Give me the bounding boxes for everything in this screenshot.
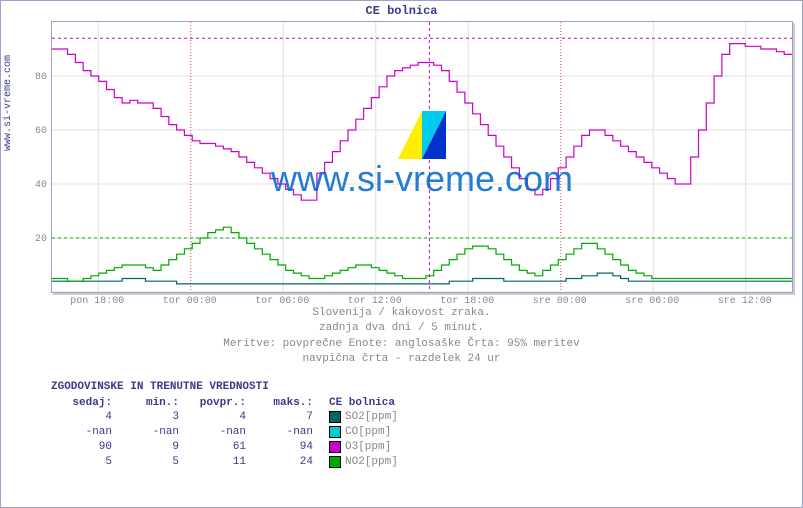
caption-line: navpična črta - razdelek 24 ur — [1, 352, 802, 367]
legend-label: NO2[ppm] — [345, 456, 398, 468]
stats-value: -nan — [185, 425, 252, 440]
stats-value: 3 — [118, 410, 185, 425]
legend-label: SO2[ppm] — [345, 411, 398, 423]
svg-text:40: 40 — [35, 180, 47, 191]
legend-label: O3[ppm] — [345, 441, 391, 453]
svg-text:80: 80 — [35, 72, 47, 83]
chart-container: www.si-vreme.com CE bolnica www.si-vreme… — [0, 0, 803, 508]
stats-value: 4 — [51, 410, 118, 425]
stats-header-row: sedaj: min.: povpr.: maks.: CE bolnica — [51, 396, 404, 410]
series-legend-cell: SO2[ppm] — [319, 410, 404, 425]
legend-label: CO[ppm] — [345, 426, 391, 438]
stats-header: CE bolnica — [319, 396, 404, 410]
y-axis-url-label: www.si-vreme.com — [3, 55, 14, 151]
chart-title: CE bolnica — [1, 1, 802, 18]
stats-value: 5 — [51, 455, 118, 470]
plot-area: www.si-vreme.com — [51, 21, 793, 293]
watermark-logo — [398, 111, 446, 159]
x-axis-labels: pon 18:00tor 00:00tor 06:00tor 12:00tor … — [51, 292, 791, 307]
caption-line: zadnja dva dni / 5 minut. — [1, 321, 802, 336]
table-row: 4347SO2[ppm] — [51, 410, 404, 425]
watermark-text: www.si-vreme.com — [271, 158, 573, 200]
stats-header: maks.: — [252, 396, 319, 410]
stats-value: -nan — [252, 425, 319, 440]
caption-line: Slovenija / kakovost zraka. — [1, 306, 802, 321]
svg-text:60: 60 — [35, 126, 47, 137]
stats-value: 24 — [252, 455, 319, 470]
stats-value: 4 — [185, 410, 252, 425]
stats-table: sedaj: min.: povpr.: maks.: CE bolnica 4… — [51, 396, 404, 470]
legend-swatch — [329, 441, 341, 453]
stats-header: min.: — [118, 396, 185, 410]
table-row: -nan-nan-nan-nanCO[ppm] — [51, 425, 404, 440]
legend-swatch — [329, 411, 341, 423]
stats-header: sedaj: — [51, 396, 118, 410]
stats-value: 11 — [185, 455, 252, 470]
table-row: 551124NO2[ppm] — [51, 455, 404, 470]
svg-text:20: 20 — [35, 234, 47, 245]
legend-swatch — [329, 426, 341, 438]
stats-title: ZGODOVINSKE IN TRENUTNE VREDNOSTI — [51, 381, 269, 393]
table-row: 9096194 O3[ppm] — [51, 440, 404, 455]
legend-swatch — [329, 456, 341, 468]
caption-block: Slovenija / kakovost zraka. zadnja dva d… — [1, 306, 802, 368]
stats-value: 9 — [118, 440, 185, 455]
stats-value: 5 — [118, 455, 185, 470]
series-legend-cell: O3[ppm] — [319, 440, 404, 455]
stats-value: 61 — [185, 440, 252, 455]
stats-value: 90 — [51, 440, 118, 455]
stats-value: -nan — [51, 425, 118, 440]
series-legend-cell: NO2[ppm] — [319, 455, 404, 470]
stats-value: 94 — [252, 440, 319, 455]
series-legend-cell: CO[ppm] — [319, 425, 404, 440]
y-axis-labels: 20 40 60 80 — [21, 21, 51, 291]
caption-line: Meritve: povprečne Enote: anglosaške Črt… — [1, 337, 802, 352]
stats-value: -nan — [118, 425, 185, 440]
stats-value: 7 — [252, 410, 319, 425]
stats-header: povpr.: — [185, 396, 252, 410]
